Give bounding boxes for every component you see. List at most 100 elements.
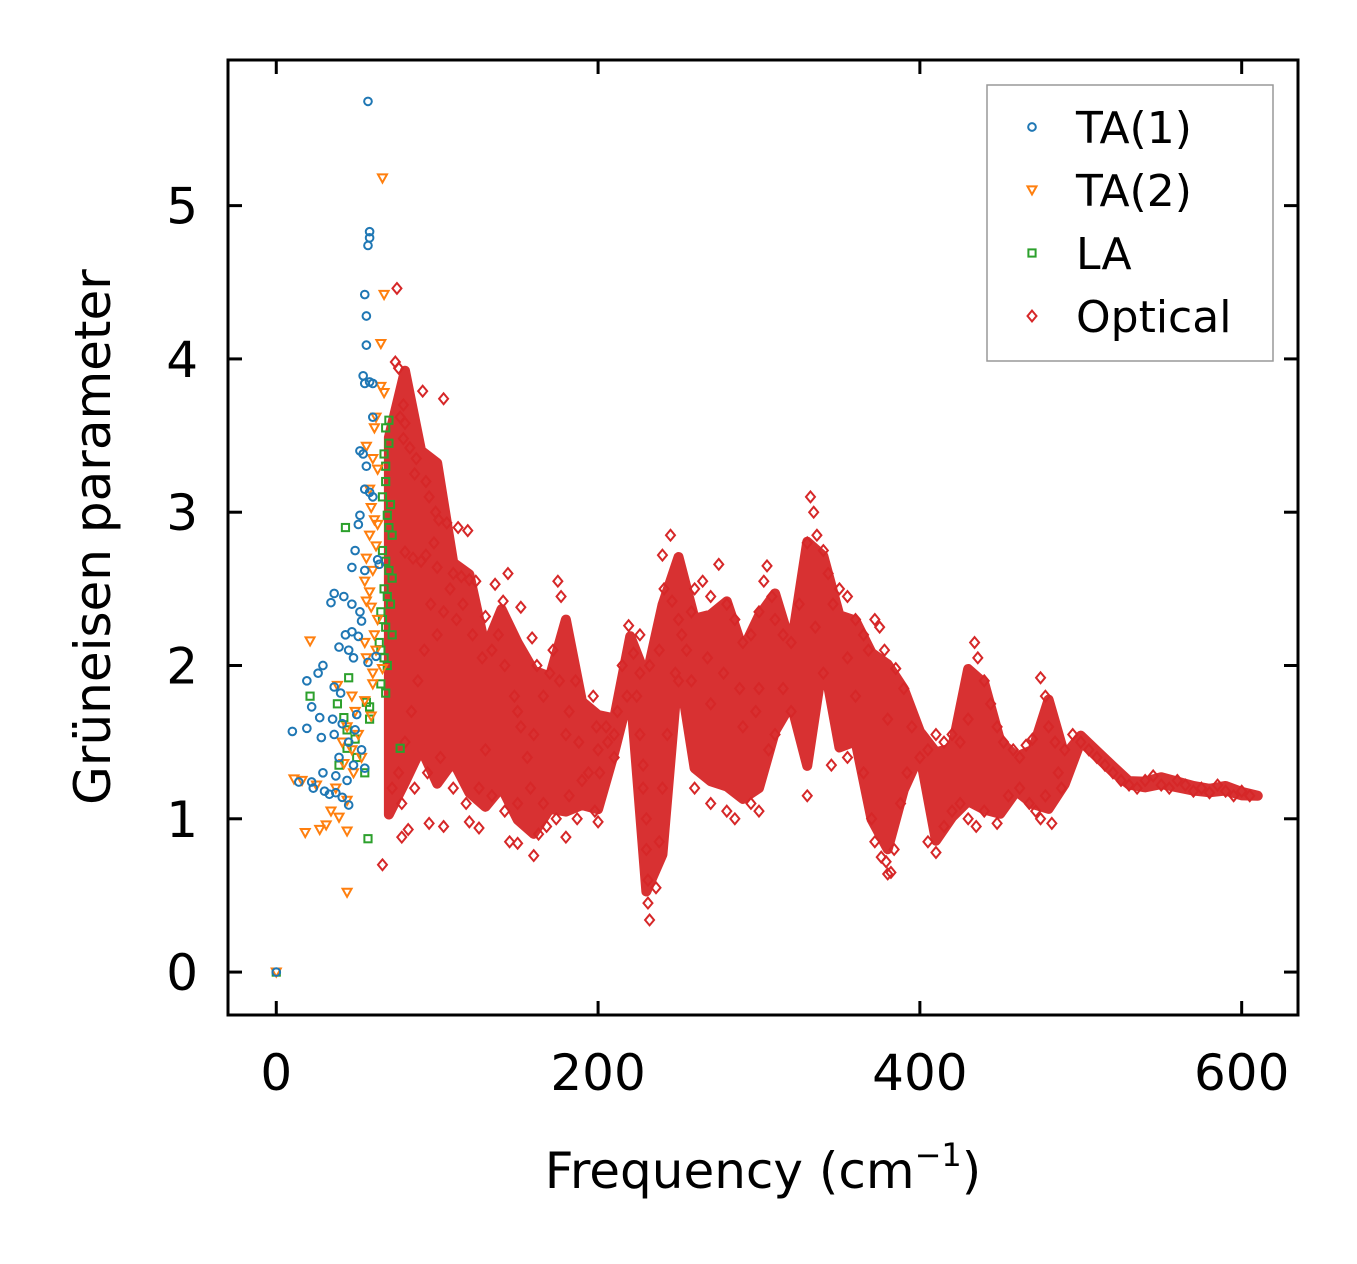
ta-1-point [361,311,372,321]
optical-point [680,643,693,658]
ta-2-point [365,503,378,515]
optical-point [809,620,822,635]
ta-1-point [330,787,341,798]
optical-point [640,811,653,826]
y-tick-label: 3 [166,484,198,542]
ta-2-point [366,668,380,680]
optical-point [938,819,950,834]
legend-marker-ta-1 [1027,122,1037,132]
la-point [387,530,397,540]
optical-point [643,658,656,673]
la-point [384,438,394,448]
optical-point [441,515,453,530]
optical-point [627,646,640,661]
optical-point [1171,773,1184,788]
la-point [360,768,370,778]
la-point [364,714,375,724]
optical-point [515,600,527,615]
optical-point [968,635,981,650]
optical-point [637,781,649,796]
optical-point [420,474,432,489]
optical-point [878,643,891,658]
optical-point [386,781,398,796]
ta-2-point [360,441,373,453]
optical-point [701,650,714,665]
ta-1-point [348,760,359,770]
optical-point [1058,742,1071,757]
optical-point [1055,781,1068,796]
ta-1-point [367,378,378,389]
la-point [385,599,396,609]
optical-point [589,804,601,819]
ta-1-point [343,737,354,747]
la-point [379,449,389,459]
optical-point [560,830,572,845]
scatter-points [270,96,1256,979]
optical-point [704,796,717,811]
optical-point [857,627,870,642]
optical-point [431,560,443,575]
ta-1-point [306,702,317,712]
optical-point [1243,788,1256,803]
la-point [377,492,388,502]
ta-1-point [374,559,385,570]
optical-point [811,528,823,543]
optical-point [720,597,733,612]
ta-2-point [345,745,359,757]
optical-point [555,589,567,604]
optical-point [637,758,649,773]
ta-1-point [358,449,368,459]
optical-point [437,819,450,834]
optical-point [753,681,765,696]
ta-1-point [343,645,354,655]
la-point [382,510,392,520]
optical-point [1131,781,1143,796]
optical-point [1029,804,1042,819]
optical-point [463,572,476,587]
optical-point [642,896,654,911]
optical-point [745,627,757,642]
ta-1-point [302,723,312,734]
optical-point [733,681,746,696]
optical-point [720,804,733,819]
ta-2-point [358,637,371,650]
optical-point [688,781,701,796]
optical-point [1002,788,1015,803]
optical-point [984,696,997,711]
ta-1-point [330,771,341,781]
ta-2-point [366,453,380,466]
optical-point [473,781,485,796]
optical-point [991,816,1003,831]
optical-point [849,612,862,627]
optical-point [582,765,595,780]
ta-2-point [299,827,312,840]
optical-point [391,281,403,296]
legend-label-ta-2: TA(2) [1075,166,1192,217]
optical-point [600,719,612,734]
optical-point [669,666,682,681]
optical-point [630,689,643,704]
ta-2-point [368,423,381,435]
ta-1-point [353,519,364,530]
optical-point [769,612,781,627]
optical-point [622,618,635,633]
optical-point [590,719,603,734]
ta-1-point [334,642,344,652]
la-point [340,522,351,533]
ta-1-point [318,660,328,671]
la-point [395,743,405,753]
ta-2-point [374,381,388,394]
optical-point [423,816,435,831]
legend-marker-optical [1026,309,1038,323]
optical-point [753,604,765,619]
optical-point [1074,735,1087,750]
optical-point [643,912,656,927]
ta-1-point [326,597,336,608]
optical-point [972,650,984,665]
optical-point [497,594,509,609]
optical-point [544,666,556,681]
ta-2-point [358,576,371,588]
ta-2-point [369,541,383,553]
optical-point [793,597,806,612]
ta-2-point [365,711,378,723]
